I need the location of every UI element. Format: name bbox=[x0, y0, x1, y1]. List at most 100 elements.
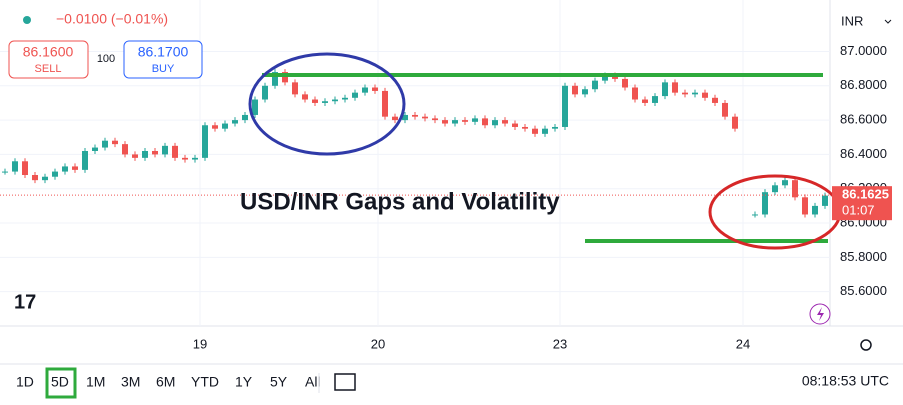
highlight-circle bbox=[248, 52, 406, 156]
candle bbox=[642, 99, 648, 103]
y-tick-label: 86.6000 bbox=[840, 112, 887, 127]
candle bbox=[602, 75, 608, 81]
range-button[interactable]: 6M bbox=[156, 374, 175, 390]
candle bbox=[612, 75, 618, 79]
candle bbox=[72, 166, 78, 170]
logo: 17 bbox=[14, 291, 36, 313]
y-tick-label: 86.4000 bbox=[840, 146, 887, 161]
change: −0.0100 (−0.01%) bbox=[56, 11, 168, 27]
candle bbox=[152, 150, 158, 155]
x-tick-label: 19 bbox=[193, 336, 207, 351]
candle bbox=[562, 85, 568, 127]
candle bbox=[472, 118, 478, 122]
candle bbox=[162, 145, 168, 155]
candle bbox=[402, 114, 408, 121]
range-button[interactable]: YTD bbox=[191, 374, 219, 390]
candle bbox=[32, 175, 38, 181]
candle bbox=[622, 78, 628, 88]
candle bbox=[792, 180, 798, 198]
candle bbox=[522, 126, 528, 129]
y-tick-label: 85.8000 bbox=[840, 249, 887, 264]
range-button[interactable]: 5Y bbox=[270, 374, 288, 390]
candle bbox=[572, 85, 578, 95]
clock: 08:18:53 UTC bbox=[802, 373, 889, 389]
candle bbox=[172, 145, 178, 158]
candle bbox=[52, 171, 58, 177]
candle bbox=[722, 102, 728, 117]
y-tick-label: 86.8000 bbox=[840, 77, 887, 92]
range-button[interactable]: 1Y bbox=[235, 374, 253, 390]
candle bbox=[392, 116, 398, 121]
candle bbox=[102, 140, 108, 148]
lightning-icon bbox=[817, 307, 824, 321]
buy-button[interactable] bbox=[123, 40, 203, 79]
buy-label: BUY bbox=[152, 63, 175, 75]
buy-price: 86.1700 bbox=[138, 44, 189, 60]
candle bbox=[532, 128, 538, 134]
candle bbox=[512, 123, 518, 127]
candle bbox=[232, 120, 238, 124]
candle bbox=[732, 116, 738, 129]
candle bbox=[452, 120, 458, 124]
candle bbox=[272, 72, 278, 86]
range-button[interactable]: 1M bbox=[86, 374, 105, 390]
candle bbox=[112, 140, 118, 145]
last-price: 86.1625 bbox=[842, 187, 889, 202]
settings-icon[interactable] bbox=[860, 339, 872, 351]
candle bbox=[632, 87, 638, 100]
candle bbox=[222, 123, 228, 129]
currency-dropdown[interactable] bbox=[832, 8, 898, 36]
candle bbox=[342, 97, 348, 100]
chart-title: USD/INR Gaps and Volatility bbox=[240, 188, 560, 215]
status-dot bbox=[23, 16, 31, 24]
candle bbox=[502, 120, 508, 124]
candle bbox=[122, 144, 128, 155]
range-button[interactable]: 1D bbox=[16, 374, 34, 390]
range-button[interactable]: 3M bbox=[121, 374, 140, 390]
dropdown-arrow bbox=[884, 19, 892, 24]
candle bbox=[652, 96, 658, 103]
candle bbox=[822, 195, 828, 206]
candle bbox=[252, 99, 258, 115]
candle bbox=[672, 82, 678, 93]
candle bbox=[542, 128, 548, 134]
candle bbox=[92, 147, 98, 151]
candle bbox=[702, 92, 708, 98]
spread: 100 bbox=[97, 53, 115, 65]
range-button[interactable]: All bbox=[305, 374, 321, 390]
y-tick-label: 87.0000 bbox=[840, 43, 887, 58]
candle bbox=[552, 126, 558, 129]
currency: INR bbox=[841, 13, 863, 28]
range-button[interactable]: 5D bbox=[51, 374, 69, 390]
candle bbox=[412, 114, 418, 117]
candle bbox=[302, 94, 308, 100]
candle bbox=[242, 114, 248, 121]
candle bbox=[582, 89, 588, 95]
x-tick-label: 20 bbox=[371, 336, 385, 351]
candle bbox=[282, 72, 288, 83]
candle bbox=[362, 87, 368, 93]
candle bbox=[782, 180, 788, 186]
candle bbox=[762, 192, 768, 215]
candle bbox=[382, 90, 388, 117]
sell-label: SELL bbox=[35, 63, 62, 75]
sell-button[interactable] bbox=[8, 40, 89, 79]
candle bbox=[332, 99, 338, 102]
candle bbox=[192, 157, 198, 160]
candle bbox=[142, 150, 148, 158]
compare-icon[interactable] bbox=[334, 373, 356, 391]
y-tick-label: 85.6000 bbox=[840, 283, 887, 298]
countdown: 01:07 bbox=[842, 203, 875, 218]
x-tick-label: 23 bbox=[553, 336, 567, 351]
candle bbox=[12, 161, 18, 172]
sell-price: 86.1600 bbox=[23, 44, 74, 60]
candle bbox=[212, 125, 218, 129]
candle bbox=[772, 185, 778, 193]
candle bbox=[482, 118, 488, 126]
candle bbox=[752, 214, 758, 216]
candle bbox=[352, 92, 358, 98]
candle bbox=[42, 176, 48, 181]
candle bbox=[2, 171, 8, 173]
candle bbox=[802, 197, 808, 215]
x-tick-label: 24 bbox=[736, 336, 750, 351]
